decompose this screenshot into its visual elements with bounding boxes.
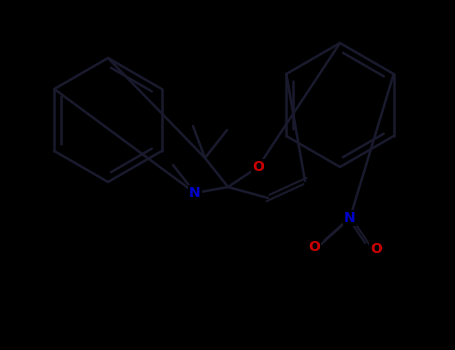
Text: N: N bbox=[344, 211, 356, 225]
Text: O: O bbox=[370, 242, 382, 256]
Text: N: N bbox=[189, 186, 201, 200]
Text: O: O bbox=[252, 160, 264, 174]
Text: O: O bbox=[308, 240, 320, 254]
